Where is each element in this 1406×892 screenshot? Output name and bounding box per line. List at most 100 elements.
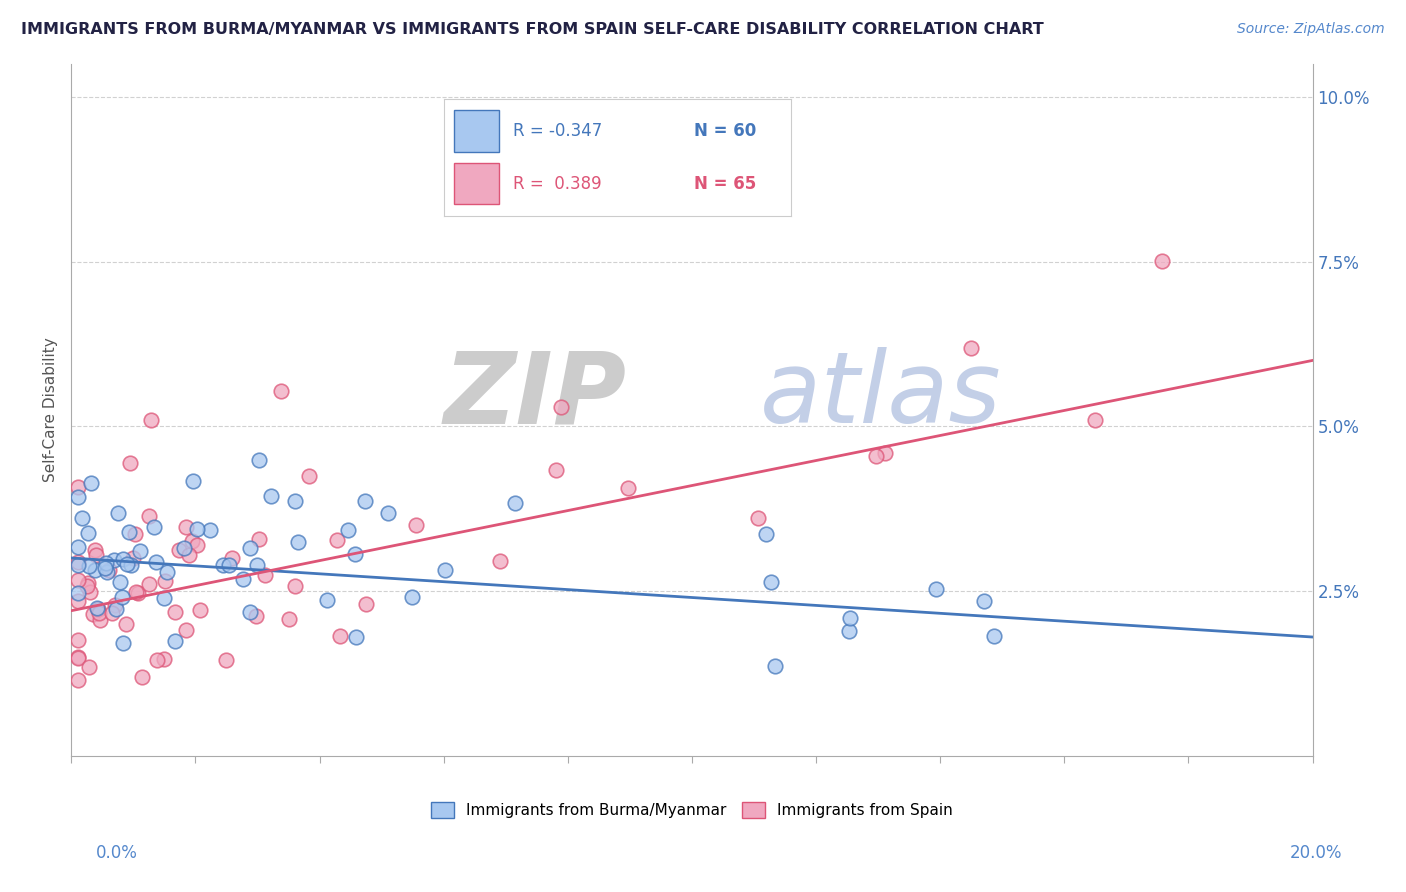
Point xyxy=(1150,253,1173,268)
Point xyxy=(124,527,146,541)
Point xyxy=(138,577,160,591)
Point xyxy=(167,543,190,558)
Point xyxy=(839,611,862,625)
Point xyxy=(76,579,98,593)
Point xyxy=(838,624,860,639)
Point xyxy=(128,544,150,558)
Point xyxy=(86,601,108,615)
Point xyxy=(122,550,145,565)
Point xyxy=(101,606,124,620)
Point xyxy=(153,591,176,605)
Point xyxy=(177,548,200,562)
Point xyxy=(66,651,89,665)
Point xyxy=(174,623,197,637)
Point xyxy=(77,559,100,574)
Point xyxy=(139,413,162,427)
Point xyxy=(983,629,1005,643)
Point xyxy=(103,553,125,567)
Point xyxy=(278,612,301,626)
Point xyxy=(84,549,107,563)
Point xyxy=(77,576,100,591)
Point xyxy=(211,558,233,573)
Point xyxy=(79,585,101,599)
Point xyxy=(284,579,307,593)
Point xyxy=(188,603,211,617)
Point xyxy=(218,558,240,572)
Point xyxy=(89,613,111,627)
Point xyxy=(80,476,103,491)
Point xyxy=(239,541,262,556)
Point xyxy=(253,568,276,582)
Point xyxy=(108,574,131,589)
Point xyxy=(325,533,347,547)
Text: ZIP: ZIP xyxy=(444,348,627,444)
Point xyxy=(925,582,948,596)
Point xyxy=(377,507,399,521)
Point xyxy=(131,670,153,684)
Text: Source: ZipAtlas.com: Source: ZipAtlas.com xyxy=(1237,22,1385,37)
Point xyxy=(105,602,128,616)
Point xyxy=(77,526,100,541)
Point xyxy=(865,449,887,463)
Point xyxy=(107,507,129,521)
Point xyxy=(960,341,983,355)
Point xyxy=(315,593,337,607)
Point xyxy=(354,597,377,611)
Point xyxy=(111,636,134,650)
Point xyxy=(344,547,367,561)
Point xyxy=(96,565,118,579)
Point xyxy=(247,533,270,547)
Point xyxy=(145,555,167,569)
Point xyxy=(1084,413,1107,427)
Point xyxy=(754,526,776,541)
Point xyxy=(66,555,89,569)
Point xyxy=(118,525,141,540)
Point xyxy=(70,511,93,525)
Point xyxy=(336,524,359,538)
Point xyxy=(544,463,567,477)
Point xyxy=(153,652,176,666)
Point xyxy=(353,494,375,508)
Point xyxy=(138,509,160,524)
Y-axis label: Self-Care Disability: Self-Care Disability xyxy=(44,337,58,483)
Point xyxy=(198,523,221,537)
Point xyxy=(284,493,307,508)
Point xyxy=(125,584,148,599)
Point xyxy=(66,594,89,608)
Point xyxy=(77,660,100,674)
Point xyxy=(747,511,769,525)
Point xyxy=(112,552,135,566)
Point xyxy=(401,590,423,604)
Point xyxy=(66,540,89,554)
Point xyxy=(120,558,142,573)
Point xyxy=(87,602,110,616)
Point xyxy=(973,593,995,607)
Point xyxy=(104,598,127,612)
Point xyxy=(405,517,427,532)
Point xyxy=(82,607,104,622)
Point xyxy=(298,469,321,483)
Point xyxy=(247,453,270,467)
Point xyxy=(97,563,120,577)
Point xyxy=(186,538,208,552)
Point xyxy=(142,520,165,534)
Point xyxy=(115,557,138,571)
Point xyxy=(181,475,204,489)
Point xyxy=(174,520,197,534)
Point xyxy=(489,554,512,568)
Point xyxy=(66,573,89,587)
Point xyxy=(344,630,367,644)
Text: 0.0%: 0.0% xyxy=(96,844,138,862)
Point xyxy=(66,673,89,687)
Point xyxy=(270,384,292,398)
Point xyxy=(215,653,238,667)
Point xyxy=(66,586,89,600)
Point xyxy=(156,566,179,580)
Legend: Immigrants from Burma/Myanmar, Immigrants from Spain: Immigrants from Burma/Myanmar, Immigrant… xyxy=(425,796,959,824)
Point xyxy=(66,558,89,572)
Point xyxy=(118,456,141,470)
Point xyxy=(617,481,640,495)
Text: 20.0%: 20.0% xyxy=(1291,844,1343,862)
Point xyxy=(165,606,187,620)
Point xyxy=(173,541,195,555)
